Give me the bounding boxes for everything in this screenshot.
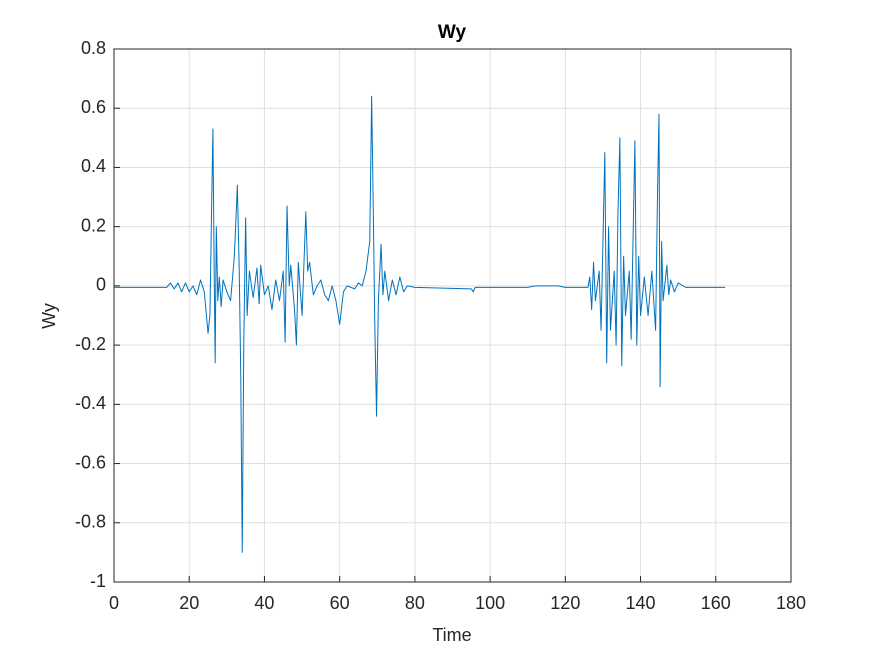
x-tick-label: 60 xyxy=(330,593,350,613)
y-tick-label: -0.4 xyxy=(75,393,106,413)
y-tick-label: 0.2 xyxy=(81,215,106,235)
y-tick-label: -0.2 xyxy=(75,334,106,354)
y-axis-label: Wy xyxy=(39,303,59,329)
x-axis-label: Time xyxy=(432,625,471,645)
x-tick-label: 80 xyxy=(405,593,425,613)
y-tick-label: 0.4 xyxy=(81,156,106,176)
chart-title: Wy xyxy=(438,22,467,43)
x-tick-label: 40 xyxy=(254,593,274,613)
y-tick-label: -0.6 xyxy=(75,452,106,472)
y-tick-label: -1 xyxy=(90,571,106,591)
y-tick-label: 0.6 xyxy=(81,97,106,117)
x-tick-label: 20 xyxy=(179,593,199,613)
x-tick-label: 0 xyxy=(109,593,119,613)
x-tick-label: 140 xyxy=(626,593,656,613)
data-line xyxy=(114,95,726,553)
x-tick-label: 160 xyxy=(701,593,731,613)
y-tick-label: -0.8 xyxy=(75,512,106,532)
axes-box xyxy=(113,48,792,583)
y-tick-label: 0 xyxy=(96,275,106,295)
x-tick-label: 120 xyxy=(550,593,580,613)
x-tick-label: 180 xyxy=(776,593,806,613)
y-tick-label: 0.8 xyxy=(81,38,106,58)
x-tick-label: 100 xyxy=(475,593,505,613)
